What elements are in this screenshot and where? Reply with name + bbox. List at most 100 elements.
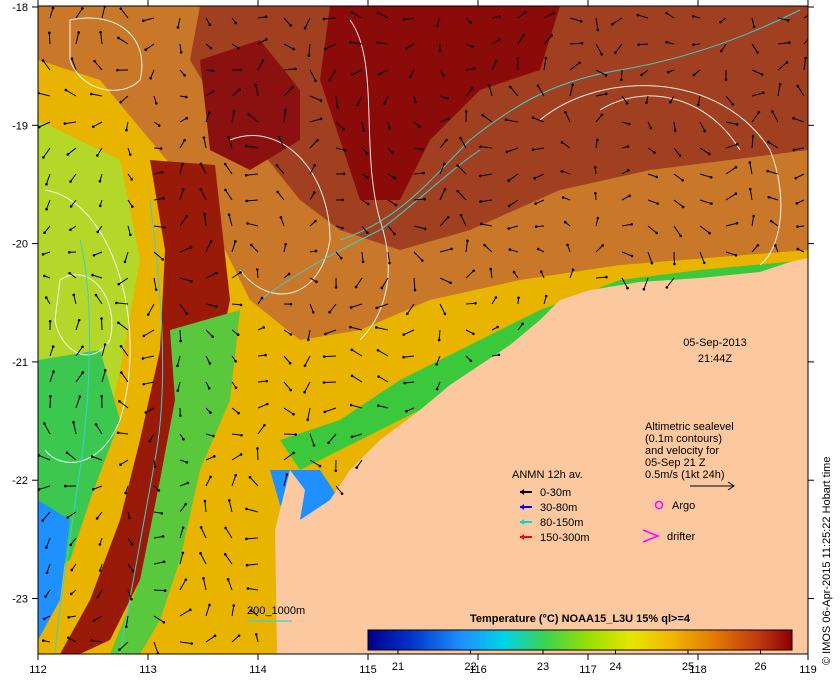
velocity-arrow-icon: [324, 407, 337, 413]
velocity-arrowhead-icon: [314, 79, 317, 82]
velocity-arrow-icon: [413, 172, 424, 175]
velocity-arrow-icon: [643, 277, 649, 290]
velocity-arrowhead-icon: [349, 306, 353, 309]
colorbar-tick-label: 22: [464, 661, 476, 673]
legend-title: ANMN 12h av.: [512, 469, 583, 481]
velocity-arrow-icon: [118, 432, 129, 435]
velocity-arrow-icon: [125, 121, 129, 131]
velocity-arrow-icon: [75, 8, 83, 19]
velocity-arrowhead-icon: [202, 136, 206, 139]
velocity-arrowhead-icon: [323, 410, 327, 414]
velocity-arrowhead-icon: [383, 102, 386, 105]
velocity-arrow-icon: [45, 589, 51, 597]
velocity-arrowhead-icon: [450, 247, 453, 251]
velocity-arrowhead-icon: [208, 362, 212, 365]
velocity-arrow-icon: [413, 277, 416, 290]
colorbar-tick-label: 24: [609, 661, 621, 673]
velocity-arrowhead-icon: [650, 261, 654, 265]
velocity-arrowhead-icon: [640, 73, 643, 77]
anmn-legend: ANMN 12h av. 0-30m30-80m80-150m150-300m …: [512, 469, 695, 544]
velocity-arrow-icon: [406, 407, 415, 412]
x-tick-label: 117: [579, 664, 597, 676]
velocity-arrowhead-icon: [404, 46, 408, 50]
velocity-arrowhead-icon: [247, 113, 251, 116]
velocity-arrowhead-icon: [238, 88, 241, 91]
velocity-arrow-icon: [75, 319, 80, 331]
velocity-arrow-icon: [768, 196, 779, 201]
velocity-arrowhead-icon: [66, 153, 70, 156]
velocity-arrowhead-icon: [120, 371, 123, 374]
velocity-arrowhead-icon: [377, 375, 380, 378]
velocity-arrow-icon: [384, 95, 389, 104]
velocity-arrowhead-icon: [469, 359, 473, 363]
velocity-arrow-icon: [517, 11, 526, 19]
velocity-arrowhead-icon: [604, 73, 608, 77]
velocity-arrow-icon: [465, 240, 468, 253]
velocity-arrowhead-icon: [90, 639, 94, 642]
velocity-arrow-icon: [308, 43, 311, 56]
velocity-arrowhead-icon: [160, 512, 164, 515]
velocity-arrow-icon: [257, 424, 265, 435]
velocity-arrowhead-icon: [761, 91, 765, 95]
velocity-arrow-icon: [543, 295, 547, 305]
velocity-arrow-icon: [725, 193, 737, 201]
velocity-arrow-icon: [351, 349, 363, 357]
velocity-arrow-icon: [70, 173, 77, 182]
velocity-arrow-icon: [179, 277, 192, 282]
velocity-arrowhead-icon: [760, 73, 764, 76]
velocity-arrow-icon: [91, 639, 103, 643]
velocity-arrowhead-icon: [128, 516, 131, 520]
velocity-arrowhead-icon: [464, 110, 468, 113]
velocity-arrow-icon: [506, 147, 519, 153]
velocity-arrowhead-icon: [312, 443, 316, 447]
velocity-arrow-icon: [93, 251, 103, 256]
velocity-arrowhead-icon: [51, 345, 55, 348]
velocity-arrowhead-icon: [237, 634, 241, 637]
velocity-arrowhead-icon: [366, 202, 370, 206]
velocity-arrow-icon: [153, 641, 159, 654]
velocity-arrowhead-icon: [678, 154, 682, 157]
velocity-arrowhead-icon: [642, 287, 646, 291]
velocity-arrow-icon: [749, 189, 753, 201]
velocity-arrow-icon: [231, 635, 240, 643]
velocity-arrowhead-icon: [792, 117, 795, 120]
velocity-arrow-icon: [751, 17, 755, 27]
velocity-arrowhead-icon: [42, 156, 45, 159]
velocity-arrowhead-icon: [189, 245, 193, 249]
velocity-arrowhead-icon: [719, 20, 722, 24]
velocity-arrow-icon: [699, 147, 710, 155]
velocity-arrow-icon: [304, 17, 311, 29]
velocity-arrow-icon: [751, 136, 754, 149]
velocity-arrowhead-icon: [413, 100, 417, 104]
velocity-arrowhead-icon: [571, 268, 575, 272]
velocity-arrowhead-icon: [142, 19, 145, 23]
velocity-arrow-icon: [638, 43, 649, 46]
velocity-arrow-icon: [439, 277, 451, 284]
velocity-arrowhead-icon: [393, 232, 396, 236]
velocity-arrowhead-icon: [176, 389, 180, 392]
velocity-arrowhead-icon: [190, 642, 193, 645]
velocity-arrowhead-icon: [245, 507, 248, 511]
velocity-arrowhead-icon: [66, 516, 70, 519]
velocity-arrowhead-icon: [578, 61, 581, 65]
altimetry-note: Altimetric sealevel (0.1m contours) and …: [645, 421, 735, 491]
velocity-arrow-icon: [356, 459, 363, 468]
velocity-arrowhead-icon: [125, 128, 128, 132]
velocity-arrow-icon: [387, 199, 397, 206]
velocity-arrowhead-icon: [161, 170, 164, 174]
velocity-arrowhead-icon: [673, 129, 677, 132]
velocity-arrow-icon: [439, 189, 446, 201]
velocity-arrowhead-icon: [45, 207, 48, 211]
velocity-arrow-icon: [309, 303, 314, 313]
velocity-arrowhead-icon: [249, 609, 253, 612]
velocity-arrow-icon: [537, 85, 545, 97]
velocity-arrowhead-icon: [483, 243, 486, 247]
velocity-arrowhead-icon: [534, 202, 537, 205]
velocity-arrow-icon: [64, 121, 77, 125]
velocity-arrow-icon: [647, 173, 657, 178]
velocity-arrow-icon: [101, 344, 106, 357]
velocity-arrowhead-icon: [142, 334, 146, 338]
velocity-arrowhead-icon: [469, 21, 472, 24]
velocity-arrow-icon: [457, 190, 467, 201]
velocity-arrow-icon: [247, 587, 259, 591]
